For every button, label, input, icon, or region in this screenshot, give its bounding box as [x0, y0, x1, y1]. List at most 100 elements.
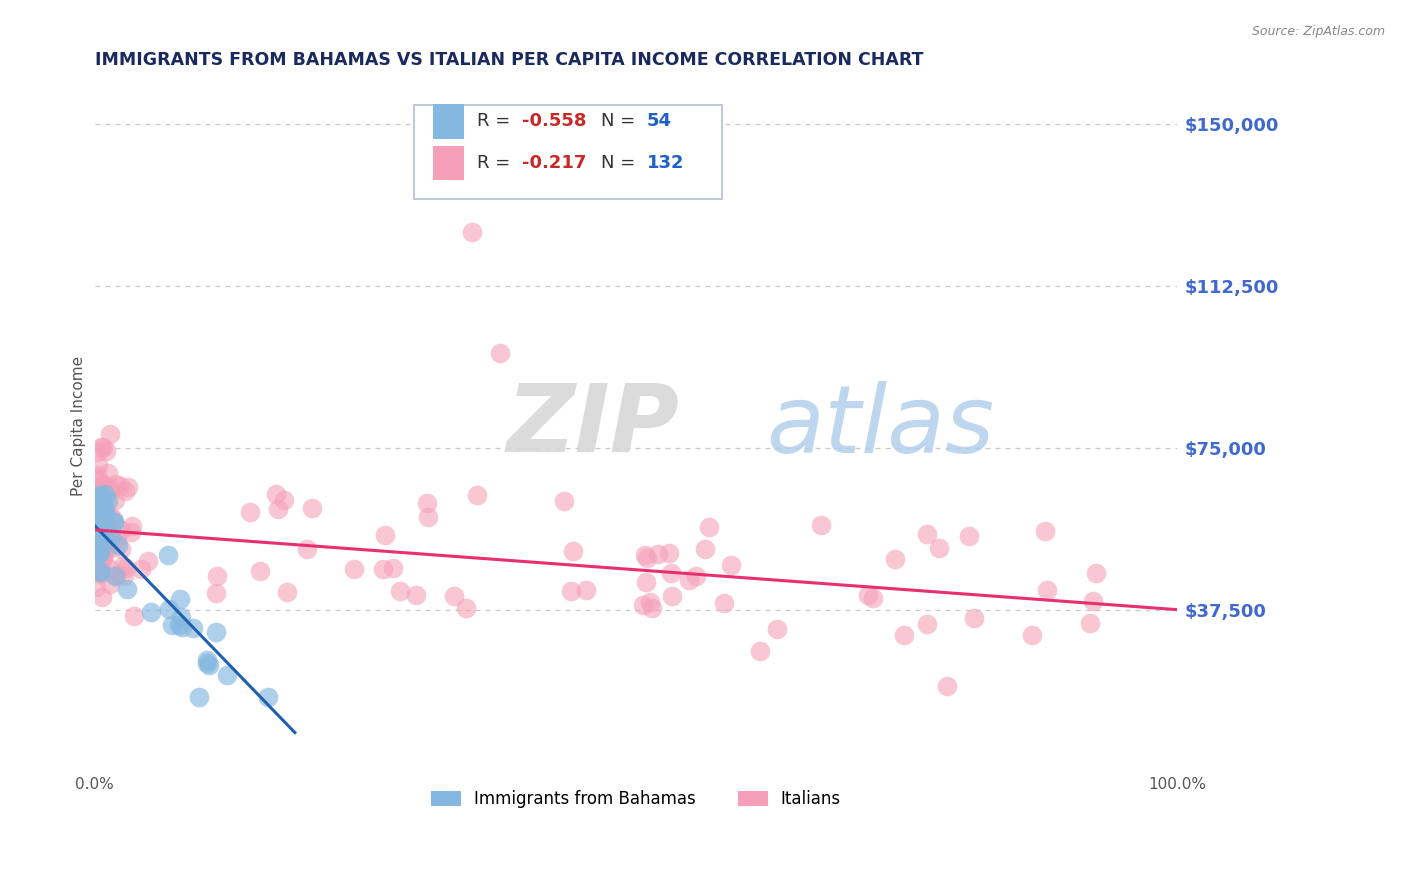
Point	[560, 583, 582, 598]
Point	[84, 501, 107, 516]
Point	[89, 564, 111, 578]
Point	[388, 584, 411, 599]
Text: R =: R =	[477, 153, 510, 172]
Point	[115, 582, 138, 596]
Point	[87, 480, 110, 494]
Point	[915, 527, 938, 541]
Point	[97, 466, 120, 480]
Point	[633, 548, 655, 562]
Point	[204, 586, 226, 600]
Point	[84, 483, 107, 497]
Point	[374, 528, 396, 542]
Point	[86, 545, 108, 559]
Point	[91, 494, 114, 508]
Point	[371, 561, 394, 575]
Text: Source: ZipAtlas.com: Source: ZipAtlas.com	[1251, 25, 1385, 38]
Point	[129, 562, 152, 576]
Point	[117, 480, 139, 494]
Point	[693, 542, 716, 557]
Point	[93, 541, 115, 556]
Point	[87, 511, 110, 525]
Point	[84, 488, 107, 502]
Point	[957, 528, 980, 542]
Point	[195, 653, 218, 667]
Point	[575, 582, 598, 597]
FancyBboxPatch shape	[433, 104, 464, 138]
Point	[89, 546, 111, 560]
Point	[963, 610, 986, 624]
Point	[89, 540, 111, 554]
Text: 54: 54	[647, 112, 672, 129]
Point	[195, 656, 218, 670]
Point	[90, 440, 112, 454]
Point	[84, 534, 107, 549]
Point	[91, 508, 114, 522]
Point	[98, 426, 121, 441]
Point	[94, 444, 117, 458]
Point	[658, 546, 681, 560]
Point	[276, 584, 298, 599]
Text: -0.217: -0.217	[522, 153, 586, 172]
FancyBboxPatch shape	[413, 105, 723, 199]
Point	[86, 483, 108, 498]
Point	[720, 558, 742, 572]
Point	[295, 541, 318, 556]
Point	[98, 526, 121, 541]
Point	[101, 512, 124, 526]
Point	[928, 541, 950, 556]
Text: 132: 132	[647, 153, 685, 172]
Point	[181, 621, 204, 635]
Point	[239, 505, 262, 519]
Point	[84, 533, 107, 547]
Point	[114, 561, 136, 575]
Point	[157, 602, 180, 616]
Point	[93, 505, 115, 519]
Point	[91, 548, 114, 562]
Point	[86, 488, 108, 502]
Point	[90, 523, 112, 537]
Point	[91, 549, 114, 564]
Point	[121, 518, 143, 533]
Point	[89, 549, 111, 564]
Point	[215, 668, 238, 682]
Point	[86, 487, 108, 501]
Point	[810, 517, 832, 532]
Point	[91, 488, 114, 502]
Point	[105, 531, 128, 545]
Point	[456, 601, 478, 615]
Point	[96, 542, 118, 557]
Text: atlas: atlas	[766, 381, 994, 472]
Point	[84, 500, 107, 515]
Point	[257, 690, 280, 705]
Text: ZIP: ZIP	[506, 380, 679, 473]
Point	[86, 508, 108, 523]
Point	[884, 552, 907, 566]
Point	[110, 541, 132, 556]
Point	[89, 567, 111, 582]
Point	[89, 529, 111, 543]
Point	[381, 561, 404, 575]
Point	[90, 529, 112, 543]
Point	[418, 509, 440, 524]
Point	[84, 538, 107, 552]
Point	[93, 499, 115, 513]
Point	[167, 618, 190, 632]
Point	[661, 589, 683, 603]
Point	[713, 597, 735, 611]
Point	[110, 523, 132, 537]
Point	[86, 518, 108, 533]
Point	[84, 492, 107, 507]
Point	[86, 506, 108, 520]
Point	[561, 543, 583, 558]
Point	[84, 484, 107, 499]
Point	[169, 592, 191, 607]
Point	[90, 500, 112, 515]
Point	[97, 480, 120, 494]
Point	[633, 598, 655, 612]
Point	[86, 532, 108, 546]
Point	[86, 512, 108, 526]
Point	[87, 458, 110, 473]
Point	[172, 620, 194, 634]
Point	[93, 515, 115, 529]
Point	[84, 501, 107, 516]
